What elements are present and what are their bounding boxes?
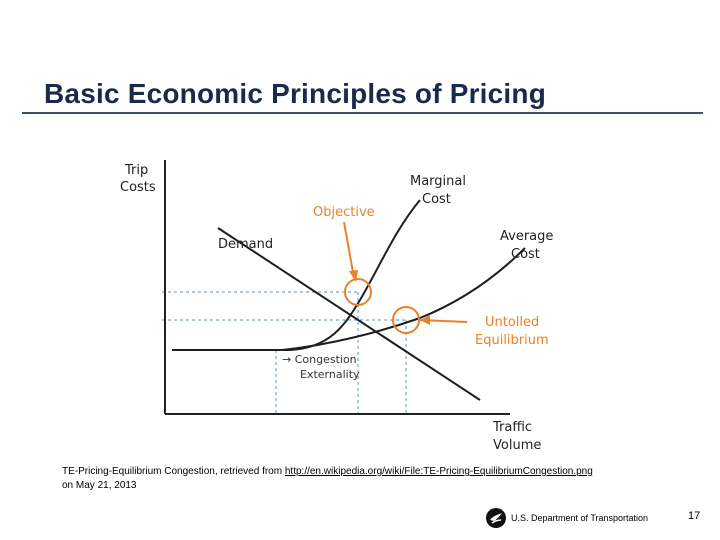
- objective-arrow-head: [349, 270, 358, 282]
- arrow-heads: [349, 270, 430, 325]
- average-cost-label-line2: Cost: [511, 247, 540, 262]
- page-number: 17: [688, 510, 701, 522]
- caption-date: on May 21, 2013: [62, 480, 137, 491]
- y-axis-label-line2: Costs: [120, 180, 156, 195]
- congestion-label-line2: Externality: [300, 368, 360, 381]
- highlights: [343, 221, 468, 334]
- image-caption: TE-Pricing-Equilibrium Congestion, retri…: [62, 465, 702, 493]
- untolled-label-line2: Equilibrium: [475, 333, 549, 348]
- footer-org: U.S. Department of Transportation: [511, 513, 649, 523]
- equilibrium-arrow-head: [420, 315, 430, 325]
- untolled-label-line1: Untolled: [485, 315, 539, 330]
- title-divider: [22, 112, 703, 114]
- marginal-cost-label-line2: Cost: [422, 192, 451, 207]
- congestion-labels: → Congestion Externality: [282, 353, 360, 381]
- marginal-cost-label-line1: Marginal: [410, 174, 466, 189]
- y-axis-label-line1: Trip: [124, 163, 148, 178]
- objective-circle: [344, 278, 372, 306]
- objective-pointer: [343, 221, 355, 279]
- objective-label: Objective: [313, 205, 375, 220]
- congestion-label-line1: → Congestion: [282, 353, 357, 366]
- chart-labels: Trip Costs Marginal Cost Average Cost De…: [120, 163, 553, 453]
- curves: [172, 199, 526, 401]
- caption-prefix: TE-Pricing-Equilibrium Congestion, retri…: [62, 466, 285, 477]
- source-link[interactable]: http://en.wikipedia.org/wiki/File:TE-Pri…: [284, 466, 593, 477]
- x-axis-label-line1: Traffic: [492, 420, 532, 435]
- average-cost-label-line1: Average: [500, 229, 553, 244]
- dot-eagle-logo-icon: [486, 508, 506, 528]
- guide-lines: [162, 291, 407, 413]
- equilibrium-circle: [392, 306, 420, 334]
- x-axis-label-line2: Volume: [493, 438, 541, 453]
- highlight-labels: Objective Untolled Equilibrium: [313, 205, 549, 348]
- demand-curve: [217, 227, 481, 401]
- average-cost-curve: [281, 247, 526, 351]
- axes: [164, 160, 510, 415]
- demand-label: Demand: [218, 237, 273, 252]
- marginal-cost-curve: [172, 199, 421, 351]
- slide-title: Basic Economic Principles of Pricing: [44, 78, 547, 109]
